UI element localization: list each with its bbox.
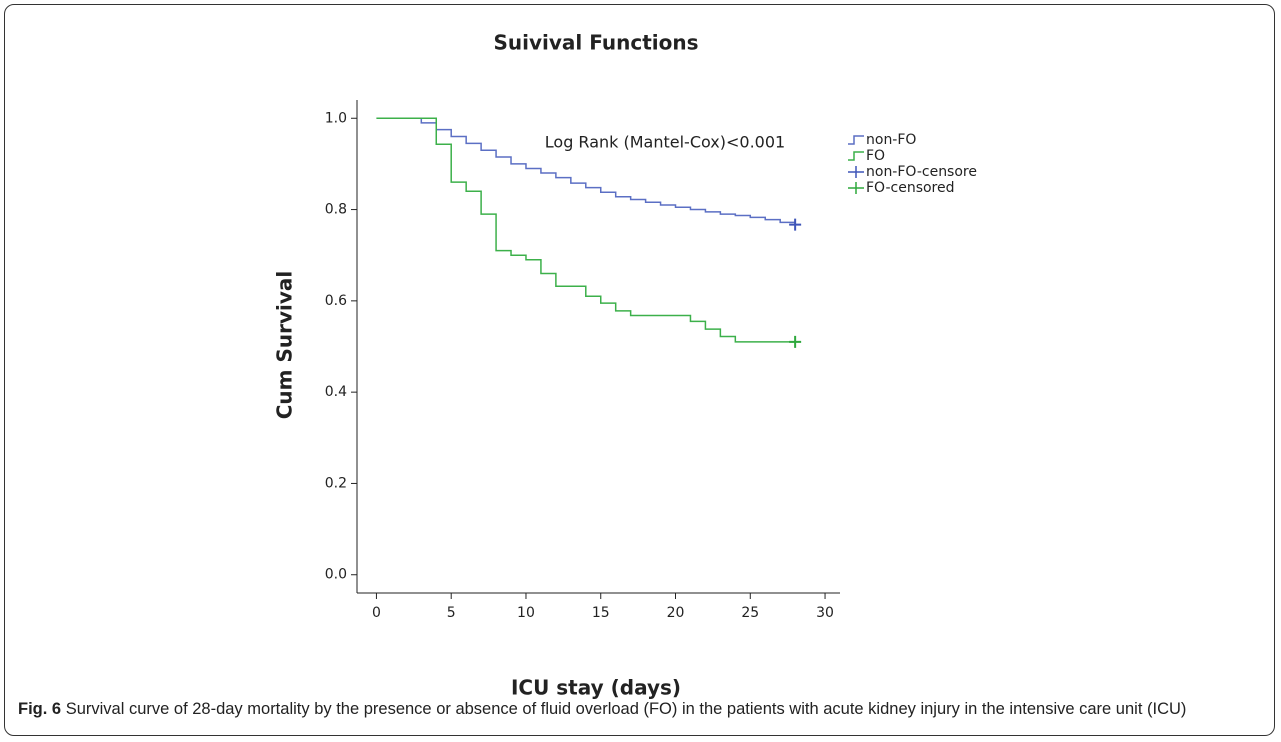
survival-line — [376, 117, 796, 343]
legend-label: non-FO-censore — [866, 164, 977, 180]
annotation: Log Rank (Mantel-Cox)<0.001 — [545, 133, 785, 152]
y-tick-label: 0.4 — [325, 384, 347, 400]
legend-label: FO — [866, 148, 885, 164]
x-tick-label: 0 — [372, 605, 381, 621]
caption-text: Survival curve of 28-day mortality by th… — [65, 700, 1187, 718]
caption-label: Fig. 6 — [18, 700, 62, 718]
frame — [4, 4, 1275, 736]
y-tick-label: 0.6 — [325, 293, 347, 309]
x-axis-label: ICU stay (days) — [511, 676, 681, 700]
y-tick-label: 0.2 — [325, 475, 347, 491]
y-tick-label: 0.0 — [325, 567, 347, 583]
chart-title: Suivival Functions — [493, 31, 698, 55]
survival-line — [376, 117, 796, 226]
x-tick-label: 5 — [447, 605, 456, 621]
y-tick-label: 0.8 — [325, 202, 347, 218]
censor-mark — [789, 335, 802, 348]
censor-mark — [789, 218, 802, 231]
legend-swatch — [848, 151, 864, 161]
legend-swatch — [848, 182, 864, 194]
y-tick-label: 1.0 — [325, 110, 347, 126]
x-tick-label: 30 — [816, 605, 834, 621]
legend-swatch — [848, 135, 864, 145]
x-tick-label: 10 — [517, 605, 535, 621]
legend-label: FO-censored — [866, 180, 955, 196]
caption: Fig. 6 Survival curve of 28-day mortalit… — [18, 698, 1268, 721]
x-tick-label: 25 — [741, 605, 759, 621]
legend-swatch — [848, 166, 864, 178]
x-tick-label: 20 — [667, 605, 685, 621]
x-tick-label: 15 — [592, 605, 610, 621]
legend-label: non-FO — [866, 132, 916, 148]
y-axis-label: Cum Survival — [273, 271, 297, 420]
